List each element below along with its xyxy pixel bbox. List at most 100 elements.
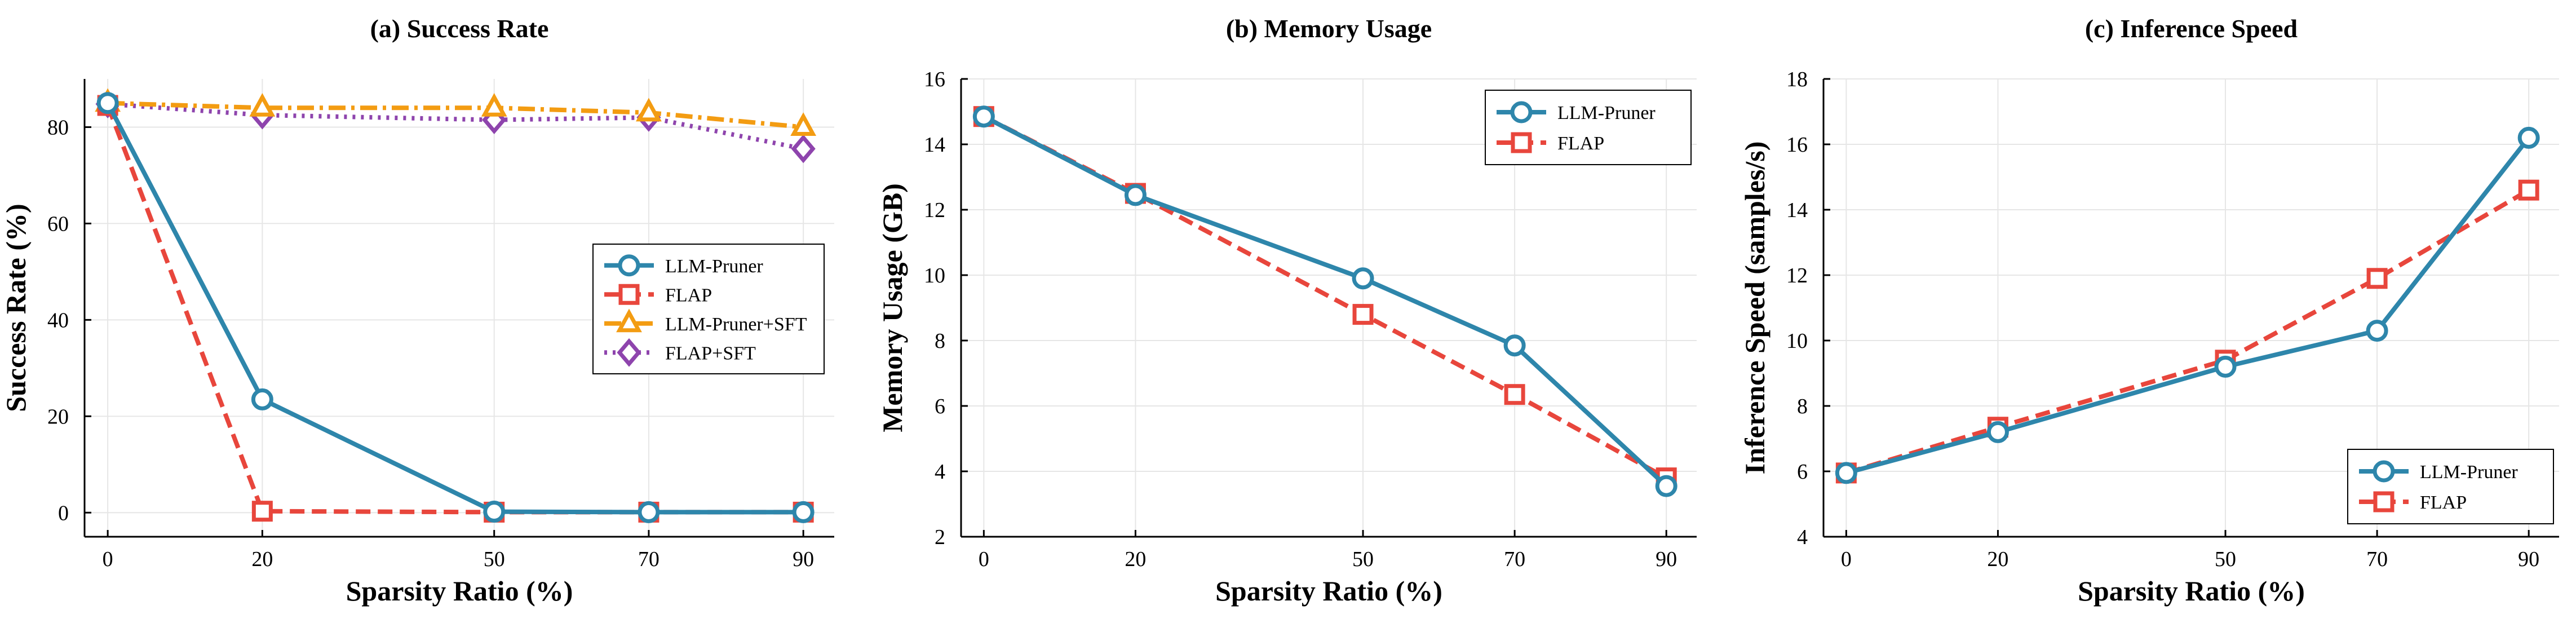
y-tick-label: 16 bbox=[924, 68, 945, 91]
x-axis-label: Sparsity Ratio (%) bbox=[346, 575, 573, 607]
y-tick-label: 10 bbox=[924, 264, 945, 288]
legend-marker-llm-pruner bbox=[618, 254, 640, 277]
legend-marker-llm-pruner bbox=[1510, 101, 1533, 123]
legend-label-flap-sft: FLAP+SFT bbox=[665, 343, 756, 364]
series-llm-pruner-sft bbox=[95, 88, 817, 136]
series-flap bbox=[1835, 179, 2539, 484]
y-tick-label: 8 bbox=[1797, 395, 1808, 418]
legend-label-flap: FLAP bbox=[1557, 133, 1604, 154]
y-tick-label: 14 bbox=[924, 133, 945, 157]
y-tick-label: 6 bbox=[1797, 460, 1808, 484]
x-tick-label: 50 bbox=[2215, 547, 2236, 571]
data-point-flap bbox=[251, 501, 273, 522]
y-tick-label: 12 bbox=[924, 198, 945, 222]
series-llm-pruner bbox=[96, 92, 815, 523]
y-tick-label: 60 bbox=[47, 212, 69, 236]
data-point-flap bbox=[1504, 384, 1525, 405]
data-point-llm-pruner-sft bbox=[790, 112, 817, 136]
data-point-flap bbox=[2366, 268, 2388, 289]
series-line-llm-pruner bbox=[982, 114, 1668, 488]
data-point-llm-pruner-sft bbox=[481, 93, 507, 117]
x-axis-label: Sparsity Ratio (%) bbox=[1215, 575, 1442, 607]
chart-title: (b) Memory Usage bbox=[1226, 14, 1432, 43]
y-tick-label: 14 bbox=[1786, 198, 1808, 222]
y-tick-label: 40 bbox=[47, 308, 69, 332]
data-point-llm-pruner bbox=[1835, 462, 1857, 484]
y-tick-label: 2 bbox=[935, 525, 945, 549]
x-tick-label: 20 bbox=[251, 547, 273, 571]
legend: LLM-Pruner FLAP bbox=[2347, 449, 2554, 524]
x-tick-label: 90 bbox=[1656, 547, 1677, 571]
data-point-llm-pruner bbox=[1503, 334, 1526, 357]
data-point-llm-pruner bbox=[2366, 320, 2388, 342]
y-axis-label: Memory Usage (GB) bbox=[877, 183, 908, 432]
y-axis-label: Success Rate (%) bbox=[0, 204, 32, 412]
x-tick-label: 70 bbox=[1504, 547, 1525, 571]
x-tick-label: 90 bbox=[2518, 547, 2539, 571]
data-point-llm-pruner bbox=[1352, 267, 1374, 290]
y-tick-label: 0 bbox=[58, 501, 69, 525]
x-tick-label: 70 bbox=[2366, 547, 2388, 571]
data-point-llm-pruner bbox=[1124, 184, 1147, 206]
y-tick-label: 4 bbox=[935, 460, 945, 484]
data-point-llm-pruner bbox=[792, 501, 815, 523]
series-flap-sft bbox=[95, 90, 816, 164]
data-point-llm-pruner bbox=[638, 501, 660, 523]
x-axis-label: Sparsity Ratio (%) bbox=[2078, 575, 2305, 607]
series-llm-pruner bbox=[1835, 126, 2540, 484]
data-point-llm-pruner bbox=[2214, 355, 2237, 378]
data-point-llm-pruner bbox=[2517, 126, 2540, 149]
y-tick-label: 18 bbox=[1786, 68, 1808, 91]
legend-marker-llm-pruner bbox=[2373, 460, 2395, 483]
legend-marker-flap bbox=[2373, 491, 2394, 512]
legend-marker-flap bbox=[618, 284, 640, 305]
data-point-llm-pruner bbox=[96, 92, 119, 114]
x-tick-label: 70 bbox=[638, 547, 660, 571]
data-point-llm-pruner bbox=[1986, 421, 2009, 443]
y-tick-label: 80 bbox=[47, 116, 69, 139]
x-tick-label: 50 bbox=[484, 547, 505, 571]
data-point-flap bbox=[1352, 304, 1374, 325]
legend-marker-llm-pruner-sft bbox=[616, 308, 642, 333]
chart-title: (a) Success Rate bbox=[370, 14, 549, 43]
legend-label-flap: FLAP bbox=[2420, 492, 2467, 513]
chart-success-rate: 0 20 50 70 90 0 20 40 60 80 (a) Success Rate Sparsi… bbox=[0, 14, 834, 607]
y-tick-label: 12 bbox=[1786, 264, 1808, 288]
data-point-llm-pruner bbox=[251, 388, 273, 410]
series-line-llm-pruner-sft bbox=[108, 100, 804, 130]
series-line-flap bbox=[1845, 188, 2530, 475]
chart-inference-speed: 0 20 50 70 90 4 6 8 10 12 14 16 18 (c) Inference Spee… bbox=[1739, 14, 2559, 607]
y-axis-label: Inference Speed (samples/s) bbox=[1739, 142, 1771, 475]
series-line-flap-sft bbox=[107, 101, 804, 151]
x-tick-label: 20 bbox=[1125, 547, 1146, 571]
data-point-flap bbox=[2518, 179, 2539, 201]
chart-title: (c) Inference Speed bbox=[2085, 14, 2298, 43]
legend-label-llm-pruner: LLM-Pruner bbox=[1557, 103, 1656, 123]
data-point-flap-sft bbox=[791, 134, 816, 164]
data-point-llm-pruner-sft bbox=[636, 98, 662, 122]
legend-marker-flap bbox=[1511, 132, 1532, 153]
data-point-llm-pruner bbox=[1655, 475, 1678, 497]
x-tick-label: 20 bbox=[1987, 547, 2008, 571]
y-tick-label: 8 bbox=[935, 329, 945, 353]
y-tick-label: 6 bbox=[935, 395, 945, 418]
x-tick-label: 0 bbox=[1841, 547, 1852, 571]
chart-memory-usage: 0 20 50 70 90 2 4 6 8 10 12 14 16 (b) Memory Usage Spa… bbox=[877, 14, 1697, 607]
series-line-llm-pruner bbox=[1845, 136, 2531, 475]
legend-label-llm-pruner: LLM-Pruner bbox=[665, 256, 763, 277]
y-tick-label: 16 bbox=[1786, 133, 1808, 157]
x-tick-label: 50 bbox=[1352, 547, 1374, 571]
legend-label-llm-pruner-sft: LLM-Pruner+SFT bbox=[665, 314, 807, 335]
x-tick-label: 90 bbox=[793, 547, 814, 571]
legend: LLM-Pruner FLAP bbox=[1485, 90, 1692, 165]
legend: LLM-Pruner FLAP LLM-Pruner+SFT FLAP+SFT bbox=[592, 244, 825, 374]
series-llm-pruner bbox=[972, 105, 1678, 497]
x-tick-label: 0 bbox=[103, 547, 113, 571]
y-tick-label: 20 bbox=[47, 405, 69, 428]
data-point-llm-pruner bbox=[483, 501, 506, 523]
legend-label-llm-pruner: LLM-Pruner bbox=[2420, 462, 2518, 483]
y-tick-label: 4 bbox=[1797, 525, 1808, 549]
grid bbox=[1823, 78, 2559, 537]
y-tick-label: 10 bbox=[1786, 329, 1808, 353]
